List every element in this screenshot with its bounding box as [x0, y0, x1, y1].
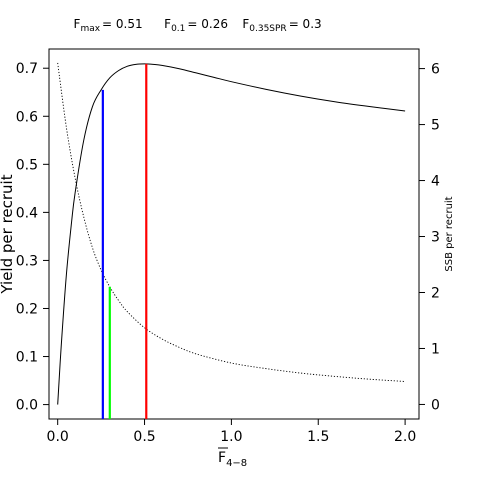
chart-title: Fmax = 0.51 F0.1 = 0.26 F0.35SPR = 0.3: [74, 17, 322, 34]
y-axis-right: 0 1 2 3 4 5 6: [419, 62, 440, 413]
y-tick-label: 0.7: [16, 61, 38, 77]
y-axis-title: Yield per recruit: [0, 174, 16, 294]
y-tick-label: 0.4: [16, 205, 38, 221]
title-fspr-symbol: F: [242, 17, 249, 31]
title-fspr-sub: 0.35SPR: [249, 24, 286, 34]
title-fmax-value: = 0.51: [102, 17, 143, 31]
y2-tick-label: 6: [431, 62, 440, 78]
x-tick-label: 1.0: [220, 429, 242, 445]
title-fmax-sub: max: [80, 24, 100, 34]
y2-tick-label: 4: [431, 174, 440, 190]
x-axis: 0.0 0.5 1.0 1.5 2.0: [47, 419, 416, 445]
y-tick-label: 0.1: [16, 350, 38, 366]
y-tick-label: 0.3: [16, 253, 38, 269]
y-tick-label: 0.5: [16, 157, 38, 173]
y2-tick-label: 2: [431, 285, 440, 301]
title-f01-symbol: F: [164, 17, 171, 31]
y-tick-label: 0.0: [16, 398, 38, 414]
y-tick-label: 0.2: [16, 301, 38, 317]
yield-curve: [57, 63, 406, 405]
y2-tick-label: 0: [431, 397, 440, 413]
y-axis-left: 0.0 0.1 0.2 0.3 0.4 0.5 0.6 0.7: [16, 61, 49, 414]
x-axis-title-main: F: [218, 450, 226, 466]
x-tick-label: 0.0: [47, 429, 69, 445]
y-tick-label: 0.6: [16, 109, 38, 125]
plot-frame: [48, 48, 420, 420]
ssb-curve: [57, 62, 406, 382]
reference-lines: [101, 63, 148, 419]
title-fspr-value: = 0.3: [289, 17, 322, 31]
x-axis-title: F4−8: [218, 450, 247, 469]
y2-tick-label: 3: [431, 230, 440, 246]
title-f01-value: = 0.26: [187, 17, 228, 31]
y2-tick-label: 1: [431, 341, 440, 357]
x-tick-label: 2.0: [394, 429, 416, 445]
y2-tick-label: 5: [431, 118, 440, 134]
title-f01-sub: 0.1: [171, 24, 185, 34]
x-axis-title-sub: 4−8: [226, 458, 247, 469]
y2-axis-title: SSB per recruit: [444, 196, 455, 271]
title-fmax-symbol: F: [74, 17, 81, 31]
x-tick-label: 1.5: [307, 429, 329, 445]
series-layer: [57, 62, 406, 405]
x-tick-label: 0.5: [133, 429, 155, 445]
